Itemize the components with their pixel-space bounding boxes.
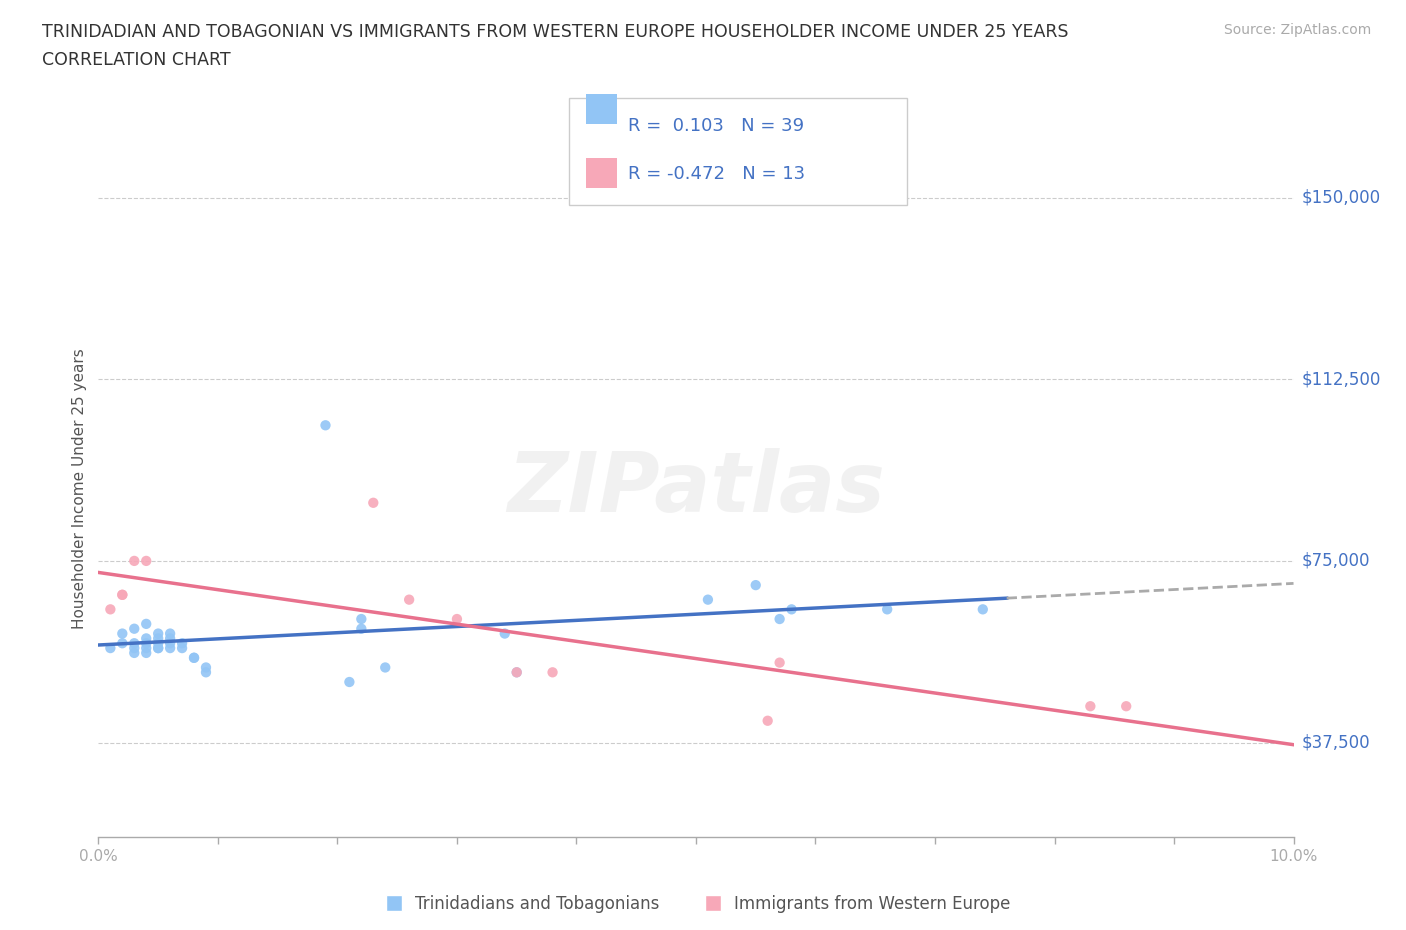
Point	[159, 636, 181, 651]
Point	[98, 602, 122, 617]
Point	[350, 621, 373, 636]
Point	[172, 636, 194, 651]
Text: TRINIDADIAN AND TOBAGONIAN VS IMMIGRANTS FROM WESTERN EUROPE HOUSEHOLDER INCOME : TRINIDADIAN AND TOBAGONIAN VS IMMIGRANTS…	[42, 23, 1069, 41]
Point	[111, 588, 134, 603]
Text: R =  0.103   N = 39: R = 0.103 N = 39	[628, 116, 804, 135]
Point	[398, 592, 420, 607]
Point	[745, 578, 768, 592]
Point	[194, 665, 218, 680]
Legend: Trinidadians and Tobagonians, Immigrants from Western Europe: Trinidadians and Tobagonians, Immigrants…	[375, 888, 1017, 920]
Point	[1115, 698, 1137, 713]
Point	[194, 660, 218, 675]
Text: R = -0.472   N = 13: R = -0.472 N = 13	[628, 165, 806, 183]
Point	[111, 588, 134, 603]
Point	[148, 636, 170, 651]
Point	[494, 626, 516, 641]
Text: ZIPatlas: ZIPatlas	[508, 447, 884, 529]
Point	[159, 641, 181, 656]
Text: CORRELATION CHART: CORRELATION CHART	[42, 51, 231, 69]
Point	[98, 641, 122, 656]
Point	[135, 631, 157, 645]
Point	[124, 621, 146, 636]
Point	[148, 641, 170, 656]
Point	[148, 631, 170, 645]
Point	[135, 636, 157, 651]
Point	[124, 645, 146, 660]
Point	[135, 553, 157, 568]
Text: $150,000: $150,000	[1302, 189, 1381, 206]
Point	[350, 612, 373, 627]
Point	[111, 626, 134, 641]
Point	[124, 636, 146, 651]
Point	[876, 602, 898, 617]
Text: Source: ZipAtlas.com: Source: ZipAtlas.com	[1223, 23, 1371, 37]
Point	[183, 650, 205, 665]
Text: $75,000: $75,000	[1302, 551, 1371, 570]
Point	[768, 612, 790, 627]
Point	[159, 631, 181, 645]
Point	[363, 496, 385, 511]
Point	[148, 641, 170, 656]
Point	[506, 665, 529, 680]
Point	[697, 592, 720, 607]
Point	[768, 655, 790, 670]
Point	[780, 602, 803, 617]
Point	[446, 612, 468, 627]
Point	[159, 626, 181, 641]
Point	[135, 645, 157, 660]
Point	[148, 626, 170, 641]
Point	[1080, 698, 1102, 713]
Point	[541, 665, 564, 680]
Point	[172, 641, 194, 656]
Point	[183, 650, 205, 665]
Point	[972, 602, 994, 617]
Point	[756, 713, 779, 728]
Point	[315, 418, 337, 432]
Text: $37,500: $37,500	[1302, 734, 1371, 751]
Point	[124, 553, 146, 568]
Point	[124, 641, 146, 656]
Point	[135, 641, 157, 656]
Y-axis label: Householder Income Under 25 years: Householder Income Under 25 years	[72, 348, 87, 629]
Point	[111, 636, 134, 651]
Text: $112,500: $112,500	[1302, 370, 1381, 388]
Point	[135, 617, 157, 631]
Point	[374, 660, 396, 675]
Point	[506, 665, 529, 680]
Point	[339, 674, 360, 689]
